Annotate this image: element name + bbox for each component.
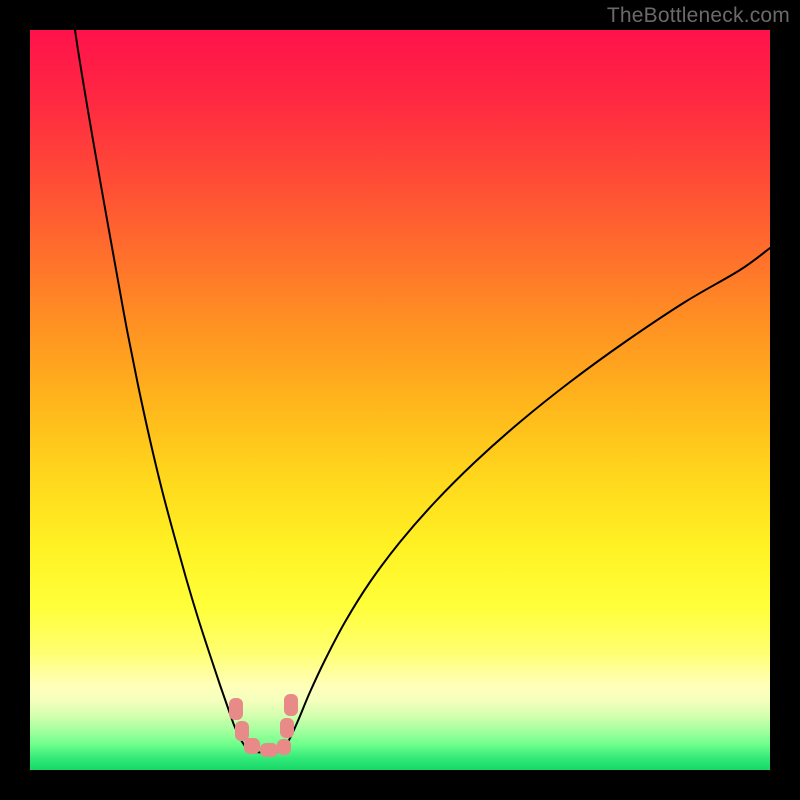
figure-root: TheBottleneck.com (0, 0, 800, 800)
curve-marker (244, 738, 260, 754)
bottleneck-curve (30, 30, 770, 770)
curve-marker (277, 739, 291, 755)
plot-area (30, 30, 770, 770)
curve-marker (229, 698, 243, 720)
curve-marker (280, 718, 294, 738)
curve-marker (260, 743, 278, 757)
watermark-text: TheBottleneck.com (607, 4, 790, 28)
curve-marker (284, 694, 298, 716)
